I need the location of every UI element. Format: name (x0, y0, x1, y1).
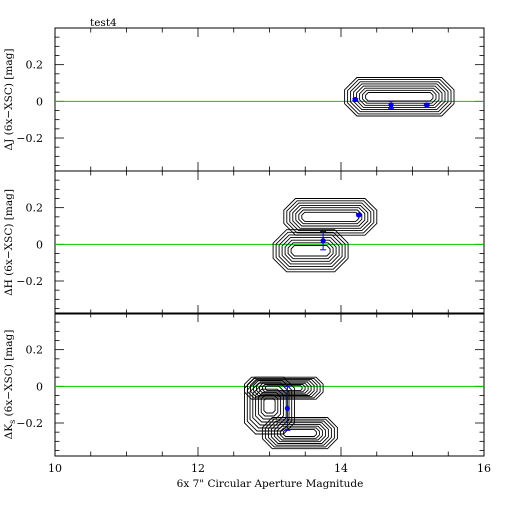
y-axis-label: ΔJ (6x−XSC) [mag] (3, 49, 15, 151)
contour-level (344, 77, 455, 117)
contour-level (244, 376, 324, 400)
contour-level (279, 427, 320, 439)
contour-level (256, 381, 312, 395)
y-tick-label: 0.2 (26, 202, 44, 215)
panel-h: 0.2 0 −0.2ΔH (6x−XSC) [mag] (3, 170, 485, 315)
contour-level (301, 211, 360, 222)
y-tick-label: −0.2 (16, 132, 43, 145)
contour-level (260, 394, 279, 417)
contour-level (282, 429, 317, 437)
contour-level (257, 391, 282, 420)
data-point (356, 212, 362, 218)
x-tick-label: 16 (477, 462, 491, 475)
panel-frame (54, 170, 485, 315)
y-tick-label: 0 (36, 238, 43, 251)
contour-level (255, 388, 284, 423)
y-tick-label: −0.2 (16, 417, 43, 430)
contour-level (287, 242, 334, 260)
contour-level (246, 379, 293, 432)
contour-level (353, 83, 446, 111)
contour-level (272, 229, 349, 273)
contour-level (286, 200, 375, 234)
contour-level (292, 204, 369, 229)
contour-level (270, 422, 329, 444)
y-axis-label: ΔKs (6x−XSC) [mag] (3, 330, 17, 440)
contour-level (262, 384, 306, 393)
panel-j: 0.2 0 −0.2ΔJ (6x−XSC) [mag] (3, 27, 485, 172)
contour-level (261, 417, 338, 450)
contour-level (362, 89, 437, 104)
y-tick-label: −0.2 (16, 275, 43, 288)
data-point (320, 238, 326, 244)
contour-level (247, 377, 321, 399)
panels: 0.20−0.2ΔJ (6x−XSC) [mag]0.20−0.2ΔH (6x−… (3, 27, 491, 475)
contour-level (265, 385, 303, 392)
x-tick-label: 12 (191, 462, 205, 475)
contour-level (284, 239, 337, 262)
y-tick-label: 0 (36, 95, 43, 108)
x-tick-label: 10 (48, 462, 62, 475)
contour-level (347, 79, 452, 115)
contour-level (259, 382, 309, 394)
contour-level (356, 85, 443, 108)
contour-level (275, 231, 346, 270)
data-point (388, 102, 394, 108)
contour-level (273, 423, 326, 443)
contour-level (281, 237, 340, 265)
x-axis-label: 6x 7" Circular Aperture Magnitude (177, 478, 364, 490)
y-tick-label: 0.2 (26, 59, 44, 72)
contour-level (350, 81, 449, 113)
data-point (352, 96, 358, 103)
contour-level (359, 87, 440, 106)
contour-level (298, 209, 363, 225)
data-point (424, 102, 430, 108)
contour-level (290, 245, 331, 257)
panel-frame (54, 27, 485, 172)
x-tick-label: 14 (334, 462, 348, 475)
contour-level (365, 92, 434, 102)
y-tick-label: 0 (36, 380, 43, 393)
contour-level (263, 397, 276, 414)
contour-level (264, 418, 335, 448)
contour-level (253, 380, 315, 396)
y-tick-label: 0.2 (26, 344, 44, 357)
contour-level (276, 425, 323, 441)
contour-level (283, 198, 378, 236)
chart-title: test4 (90, 17, 117, 29)
data-point (284, 405, 290, 411)
contour-level (278, 234, 343, 268)
contour-level (267, 420, 332, 446)
contour-level (289, 202, 372, 232)
y-axis-label: ΔH (6x−XSC) [mag] (3, 189, 15, 296)
contour-level (295, 207, 366, 227)
